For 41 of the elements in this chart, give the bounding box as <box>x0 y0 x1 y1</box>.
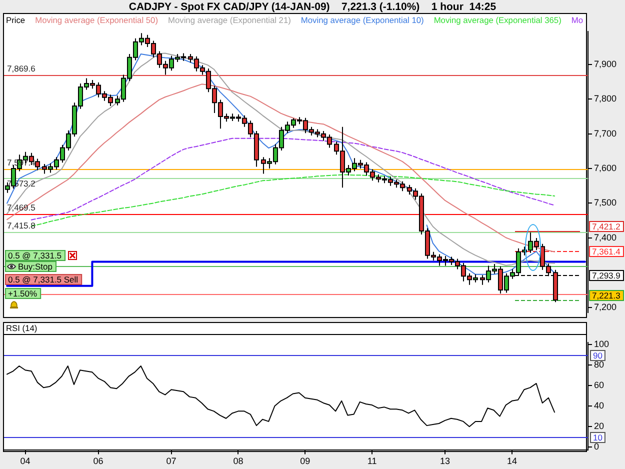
y-tick-label: 100 <box>594 338 610 349</box>
x-tick-label: 13 <box>440 456 450 466</box>
y-tick-label: 20 <box>594 421 604 432</box>
chart-title: CADJPY - Spot FX CAD/JPY (14-JAN-09) 7,221.3 (-1.10%) 1 hour 14:25 <box>128 1 498 13</box>
x-tick-label: 06 <box>93 456 104 466</box>
annotation: 0.5 @ 7,331.5 <box>8 250 62 260</box>
text: Mo <box>571 14 584 24</box>
ref-line-label: 7,293.9 <box>592 270 621 280</box>
y-tick-label: 7,700 <box>594 128 617 138</box>
annotation: +1.50% <box>8 288 38 298</box>
x-tick-label: 04 <box>20 456 30 466</box>
ref-line-label: 7,361.4 <box>592 246 621 256</box>
y-axis-title: Price <box>5 14 26 24</box>
y-tick-label: 7,400 <box>594 232 617 242</box>
x-tick-label: 11 <box>367 456 377 466</box>
y-tick-label: 7,600 <box>594 163 617 174</box>
y-tick-label: 60 <box>594 380 604 390</box>
ref-line-label: 90 <box>593 350 603 360</box>
y-tick-label: 7,200 <box>594 302 617 312</box>
annotation: 0.5 @ 7,331.5 Sell <box>8 274 78 284</box>
y-tick-label: 7,500 <box>594 198 617 208</box>
text: Moving average (Exponential 21) <box>168 14 291 24</box>
x-tick-label: 08 <box>233 456 244 466</box>
ref-line-label: 7,869.6 <box>7 64 36 74</box>
text: Moving average (Exponential 50) <box>35 14 158 24</box>
y-tick-label: 0 <box>594 442 600 452</box>
y-tick-label: 80 <box>594 359 604 370</box>
x-tick-label: 14 <box>506 456 517 466</box>
y-tick-label: 7,900 <box>594 58 617 69</box>
y-tick-label: 7,800 <box>594 94 617 104</box>
ref-line-label: 7,415.8 <box>7 220 36 231</box>
ref-line-label: 7,421.2 <box>592 221 621 232</box>
ref-line-label: Buy:Stop <box>18 261 53 272</box>
x-tick-label: 09 <box>300 456 310 466</box>
text: Moving average (Exponential 365) <box>434 14 562 24</box>
ref-line-label: 7,221.3 <box>592 290 621 300</box>
x-tick-label: 07 <box>166 456 176 466</box>
text: Moving average (Exponential 10) <box>300 14 424 24</box>
ref-line-label: 10 <box>593 432 603 442</box>
y-axis-title: RSI (14) <box>5 323 38 333</box>
y-tick-label: 40 <box>594 400 604 411</box>
